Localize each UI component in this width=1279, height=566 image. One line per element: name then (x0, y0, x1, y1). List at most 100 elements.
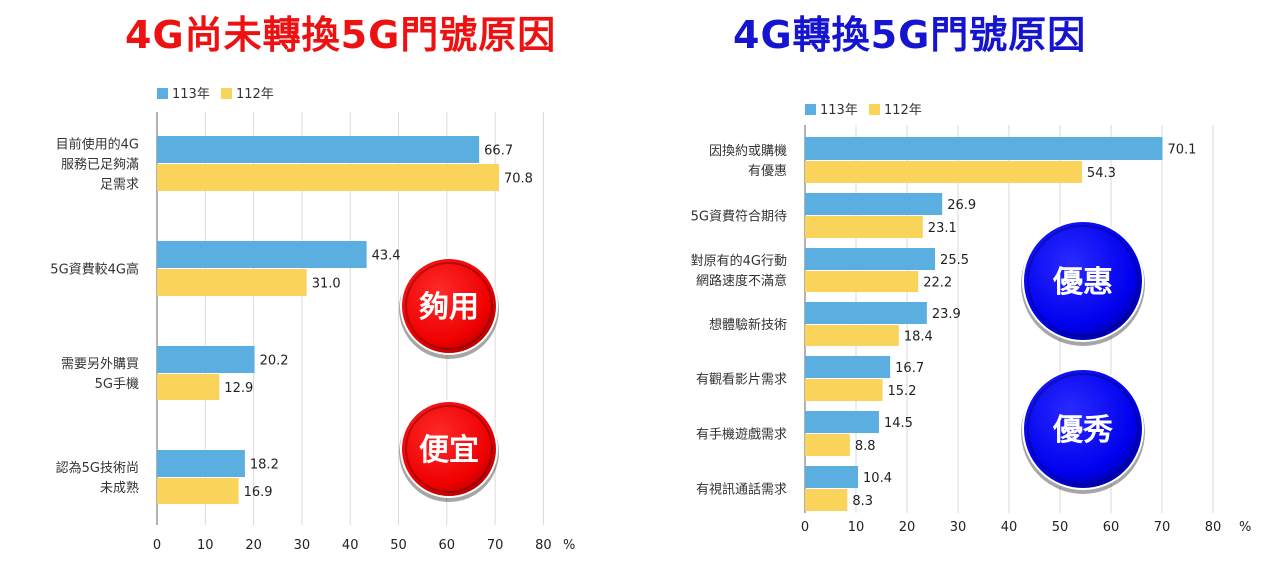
left-badge-label: 便宜 (419, 433, 479, 468)
right-bar-112 (805, 271, 919, 292)
left-category-label: 需要另外購買 (61, 357, 139, 372)
left-category-label: 足需求 (100, 178, 139, 193)
left-x-tick-label: 80 (535, 538, 552, 553)
right-category-label: 有視訊通話需求 (696, 482, 787, 498)
left-bar-112 (157, 478, 239, 504)
left-value-label: 20.2 (260, 354, 289, 369)
right-legend-label: 112年 (884, 103, 922, 118)
right-value-label: 14.5 (884, 416, 913, 431)
left-chart-title: 4G尚未轉換5G門號原因 (125, 13, 557, 57)
left-badge-ring (405, 405, 493, 493)
right-bar-112 (805, 489, 848, 511)
left-badge-circle (400, 400, 498, 498)
right-bar-113 (805, 193, 943, 215)
left-bar-113 (157, 346, 255, 373)
left-category-label: 目前使用的4G (56, 137, 139, 153)
right-value-label: 10.4 (863, 471, 892, 486)
left-x-tick-label: 0 (153, 538, 161, 553)
right-category-label: 網路速度不滿意 (696, 273, 787, 289)
right-legend-swatch (805, 104, 816, 115)
right-value-label: 16.7 (895, 361, 924, 376)
right-category-label: 有手機遊戲需求 (696, 428, 787, 443)
left-bar-113 (157, 136, 480, 163)
left-category-label: 認為5G技術尚 (56, 460, 139, 476)
right-category-label: 對原有的4G行動 (691, 253, 787, 269)
right-value-label: 8.8 (855, 439, 876, 454)
right-bar-113 (805, 302, 927, 324)
right-x-tick-label: 10 (848, 520, 865, 535)
left-bar-112 (157, 164, 499, 191)
right-value-label: 15.2 (888, 384, 917, 399)
left-value-label: 18.2 (250, 458, 279, 473)
left-legend-swatch (157, 88, 168, 99)
right-value-label: 70.1 (1168, 143, 1197, 158)
right-bar-112 (805, 325, 899, 346)
right-bar-112 (805, 161, 1082, 183)
right-category-label: 想體驗新技術 (709, 317, 787, 333)
right-bar-113 (805, 137, 1163, 160)
right-bar-112 (805, 216, 923, 238)
right-bar-113 (805, 248, 936, 270)
left-category-label: 5G資費較4G高 (50, 262, 139, 278)
right-value-label: 23.9 (932, 307, 961, 322)
left-legend-label: 113年 (172, 87, 210, 102)
left-x-tick-label: 70 (487, 538, 504, 553)
left-category-label: 服務已足夠滿 (61, 157, 139, 173)
right-chart-title: 4G轉換5G門號原因 (733, 13, 1087, 57)
right-x-tick-label: 50 (1052, 520, 1069, 535)
left-value-label: 66.7 (484, 144, 513, 159)
left-value-label: 12.9 (224, 381, 253, 396)
right-x-tick-label: 70 (1154, 520, 1171, 535)
left-x-tick-label: 10 (197, 538, 214, 553)
right-category-label: 有優惠 (748, 164, 787, 179)
right-bar-113 (805, 411, 879, 433)
left-badge-ring (405, 262, 493, 350)
right-x-tick-label: 30 (950, 520, 967, 535)
left-badge-label: 夠用 (419, 290, 479, 325)
left-category-label: 5G手機 (95, 377, 139, 392)
left-value-label: 16.9 (244, 485, 273, 500)
left-x-tick-label: 20 (245, 538, 262, 553)
right-badge-ring (1027, 225, 1139, 337)
right-x-tick-label: 60 (1103, 520, 1120, 535)
left-value-label: 70.8 (504, 172, 533, 187)
left-x-unit-label: % (563, 538, 575, 553)
left-bar-112 (157, 269, 307, 296)
right-x-unit-label: % (1239, 520, 1251, 535)
left-x-tick-label: 40 (342, 538, 359, 553)
left-value-label: 31.0 (312, 277, 341, 292)
right-bar-113 (805, 356, 891, 378)
left-value-label: 43.4 (372, 249, 401, 264)
left-bar-112 (157, 374, 220, 400)
right-badge-circle (1022, 368, 1144, 490)
right-badge-label: 優惠 (1052, 265, 1113, 300)
right-x-tick-label: 0 (801, 520, 809, 535)
right-value-label: 22.2 (923, 276, 952, 291)
left-bar-113 (157, 241, 367, 268)
right-badge-label: 優秀 (1052, 413, 1113, 448)
right-value-label: 8.3 (852, 494, 873, 509)
right-legend-label: 113年 (820, 103, 858, 118)
left-x-tick-label: 30 (294, 538, 311, 553)
right-value-label: 23.1 (928, 221, 957, 236)
left-badge-circle (400, 257, 498, 355)
right-badge-ring (1027, 373, 1139, 485)
right-value-label: 25.5 (940, 253, 969, 268)
right-x-tick-label: 80 (1205, 520, 1222, 535)
left-x-tick-label: 60 (439, 538, 456, 553)
left-legend-label: 112年 (236, 87, 274, 102)
right-x-tick-label: 40 (1001, 520, 1018, 535)
right-value-label: 54.3 (1087, 166, 1116, 181)
right-category-label: 5G資費符合期待 (691, 209, 787, 225)
left-x-tick-label: 50 (390, 538, 407, 553)
right-value-label: 18.4 (904, 330, 933, 345)
right-value-label: 26.9 (947, 198, 976, 213)
right-badge-circle (1022, 220, 1144, 342)
left-bar-113 (157, 450, 245, 477)
right-x-tick-label: 20 (899, 520, 916, 535)
right-category-label: 有觀看影片需求 (696, 372, 787, 388)
left-legend-swatch (221, 88, 232, 99)
left-category-label: 未成熟 (100, 480, 139, 496)
right-category-label: 因換約或購機 (709, 144, 787, 159)
